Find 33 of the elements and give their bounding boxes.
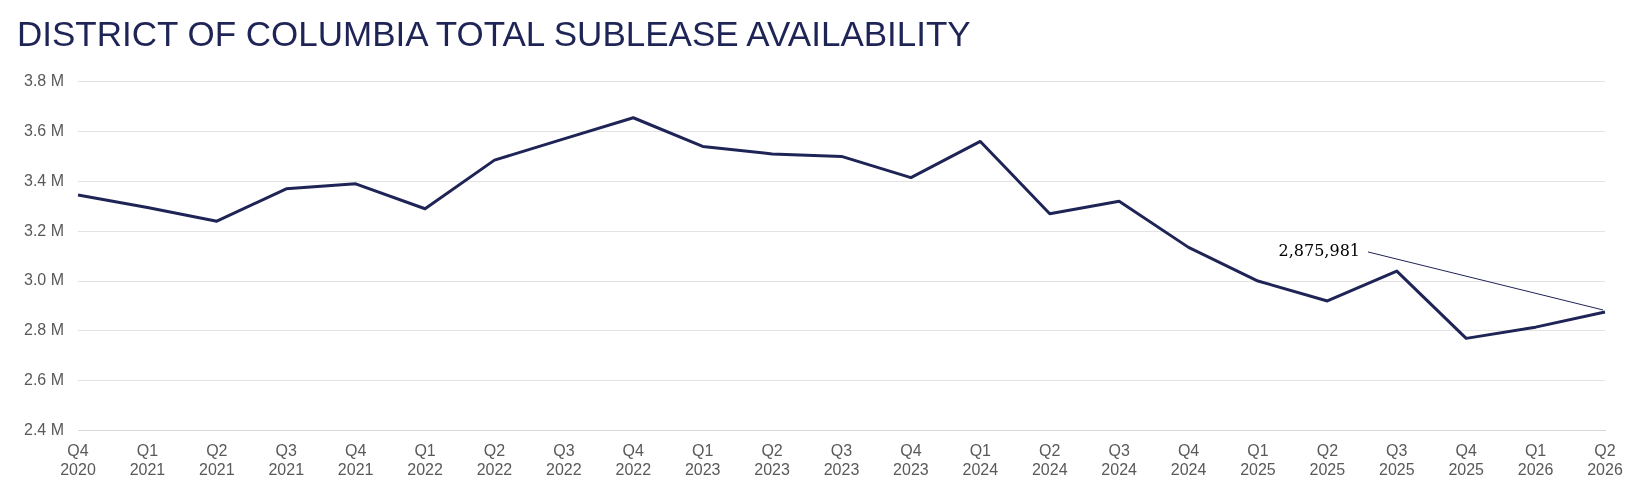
x-tick-label: Q2 2026 — [1587, 441, 1623, 478]
x-tick-label: Q1 2023 — [684, 441, 721, 478]
y-tick-label: 3.2 M — [24, 221, 65, 239]
x-tick-label: Q4 2025 — [1448, 441, 1485, 478]
chart-title: DISTRICT OF COLUMBIA TOTAL SUBLEASE AVAILABILITY — [17, 14, 972, 55]
y-tick-label: 2.4 M — [24, 421, 65, 439]
x-tick-label: Q3 2025 — [1378, 441, 1415, 478]
x-tick-label: Q3 2023 — [823, 441, 860, 478]
y-tick-label: 3.0 M — [24, 271, 65, 289]
y-tick-label: 2.8 M — [24, 321, 65, 339]
x-tick-label: Q1 2024 — [962, 441, 999, 478]
x-tick-label: Q2 2025 — [1309, 441, 1346, 478]
x-tick-label: Q4 2023 — [893, 441, 929, 478]
y-tick-label: 3.8 M — [24, 72, 65, 90]
x-tick-label: Q4 2020 — [60, 441, 96, 478]
x-tick-label: Q1 2021 — [129, 441, 166, 478]
x-tick-label: Q1 2025 — [1240, 441, 1276, 478]
x-tick-label: Q1 2026 — [1517, 441, 1554, 478]
x-tick-label: Q2 2022 — [476, 441, 513, 478]
x-tick-label: Q3 2024 — [1101, 441, 1138, 478]
x-tick-label: Q3 2022 — [546, 441, 582, 478]
x-tick-label: Q2 2021 — [199, 441, 235, 478]
x-tick-label: Q2 2023 — [754, 441, 790, 478]
x-tick-label: Q4 2021 — [337, 441, 374, 478]
x-tick-label: Q2 2024 — [1031, 441, 1068, 478]
x-tick-label: Q4 2024 — [1170, 441, 1207, 478]
y-tick-label: 3.4 M — [24, 171, 65, 189]
x-tick-label: Q1 2022 — [407, 441, 443, 478]
y-tick-label: 2.6 M — [24, 371, 65, 389]
x-tick-label: Q4 2022 — [615, 441, 652, 478]
y-tick-label: 3.6 M — [24, 121, 65, 139]
x-tick-label: Q3 2021 — [268, 441, 305, 478]
annotation: 2,875,981 — [1278, 241, 1360, 261]
